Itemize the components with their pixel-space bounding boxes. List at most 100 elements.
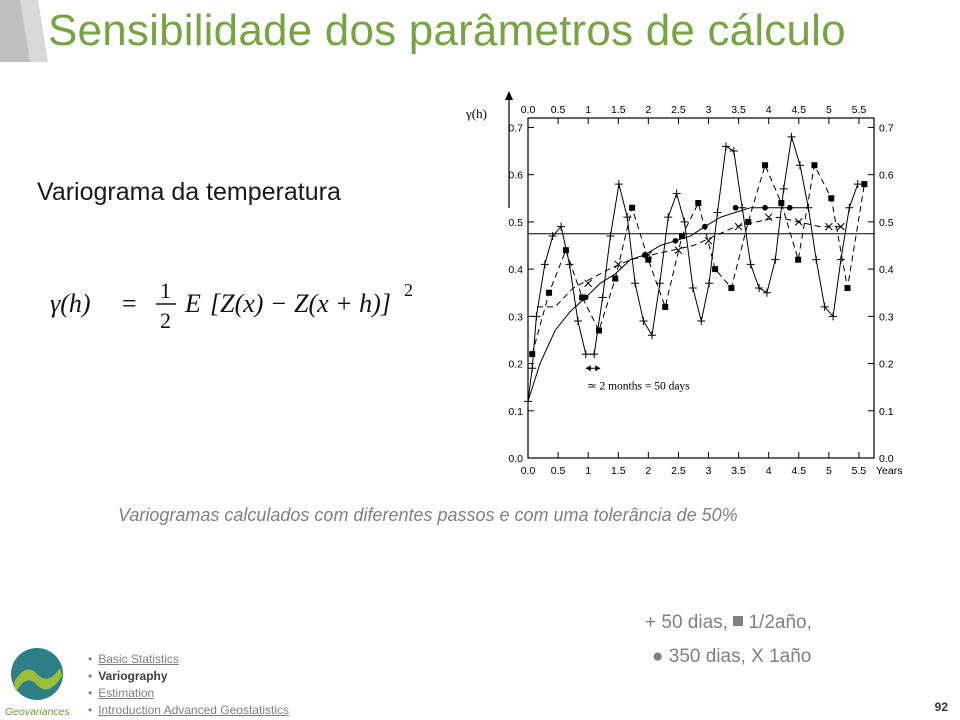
nav-link-advanced-geostatistics[interactable]: Introduction Advanced Geostatistics: [98, 703, 289, 717]
y-tick-label-right: 0.7: [879, 122, 894, 134]
plus-marker: [598, 293, 607, 302]
plus-marker: [721, 142, 730, 151]
plus-marker: [845, 203, 854, 212]
plus-marker: [528, 364, 537, 373]
y-tick-label-left: 0.3: [508, 311, 523, 323]
variogram-chart: γ(h)0.00.00.50.5111.51.5222.52.5333.53.5…: [465, 91, 902, 477]
formula-expectation: E: [184, 289, 201, 318]
square-marker: [596, 327, 603, 334]
x-tick-label-bottom: 3: [706, 465, 712, 477]
plus-marker: [779, 184, 788, 193]
plus-marker: [820, 302, 829, 311]
nav-item-advanced-geostatistics[interactable]: Introduction Advanced Geostatistics: [88, 702, 289, 719]
plus-marker: [524, 397, 532, 406]
x-tick-label-bottom: 5.5: [852, 465, 867, 477]
square-marker: [861, 181, 868, 188]
y-axis-label: γ(h): [465, 106, 487, 121]
y-tick-label-left: 0.2: [508, 359, 523, 371]
plus-marker: [581, 350, 590, 359]
nav-link-estimation[interactable]: Estimation: [98, 686, 155, 700]
plus-marker: [573, 317, 582, 326]
plus-marker: [631, 279, 640, 288]
legend-line-1: + 50 dias, 1/2año,: [645, 612, 812, 634]
x-tick-label-top: 3.5: [731, 104, 746, 116]
page-number: 92: [934, 700, 948, 714]
formula-bracket: [Z(x) − Z(x + h)]: [210, 289, 391, 318]
square-marker: [745, 218, 752, 225]
dot-marker: [612, 275, 619, 282]
nav-item-estimation[interactable]: Estimation: [88, 685, 289, 702]
nav-item-basic-statistics[interactable]: Basic Statistics: [88, 651, 289, 668]
annotation-arrowhead-right: [595, 365, 601, 372]
logo-text: Geovariances: [5, 706, 71, 718]
x-tick-label-bottom: 4: [766, 465, 772, 477]
y-tick-label-right: 0.6: [879, 170, 894, 182]
formula-numerator: 1: [160, 278, 171, 303]
plus-marker: [836, 255, 845, 264]
plus-marker: [614, 180, 623, 189]
x-tick-label-bottom: 3.5: [731, 465, 746, 477]
formula-equals: =: [122, 289, 137, 318]
x-tick-label-bottom: 2.5: [671, 465, 686, 477]
dot-marker: [702, 223, 708, 230]
plus-marker: [557, 222, 566, 231]
x-tick-label-bottom: 1.5: [611, 465, 626, 477]
plus-marker: [664, 213, 673, 222]
y-tick-label-left: 0.5: [508, 217, 523, 229]
series-line-1-2a-o: [531, 163, 865, 355]
x-tick-label-bottom: 0.5: [551, 465, 566, 477]
x-tick-label-bottom: 1: [585, 465, 591, 477]
plus-marker: [804, 203, 813, 212]
annotation-arrowhead-left: [585, 365, 591, 372]
section-nav: Basic Statistics Variography Estimation …: [88, 651, 289, 719]
x-tick-label-top: 1.5: [611, 104, 626, 116]
formula-denominator: 2: [160, 308, 171, 333]
x-tick-label-top: 5: [826, 104, 832, 116]
plus-marker: [688, 284, 697, 292]
cross-marker: [825, 222, 833, 231]
square-marker: [662, 303, 669, 310]
x-tick-label-top: 2: [645, 104, 651, 116]
square-marker: [679, 233, 686, 240]
cross-marker: [734, 222, 743, 231]
square-marker: [695, 200, 702, 206]
square-marker-icon: [733, 616, 744, 626]
y-tick-label-right: 0.2: [879, 359, 894, 371]
plus-marker: [755, 284, 764, 292]
plus-marker: [829, 312, 838, 321]
square-marker: [795, 256, 802, 263]
square-marker: [762, 162, 769, 169]
x-axis-label: Years: [876, 465, 902, 477]
plus-marker: [590, 350, 599, 359]
legend-half-year: 1/2año,: [743, 612, 812, 633]
nav-link-basic-statistics[interactable]: Basic Statistics: [98, 652, 179, 666]
x-tick-label-bottom: 4.5: [791, 465, 806, 477]
x-tick-label-top: 3: [706, 104, 712, 116]
cross-marker: [644, 251, 653, 259]
square-marker: [828, 195, 835, 202]
x-tick-label-top: 2.5: [671, 104, 686, 116]
square-marker: [778, 200, 785, 206]
square-marker: [579, 294, 586, 301]
y-axis-arrowhead: [505, 91, 513, 100]
x-tick-label-top: 0.5: [551, 104, 566, 116]
nav-item-variography[interactable]: Variography: [88, 668, 289, 685]
plus-marker: [705, 279, 714, 288]
y-tick-label-left: 0.6: [508, 170, 523, 182]
y-tick-label-left: 0.4: [508, 264, 523, 276]
y-tick-label-left: 0.0: [508, 453, 523, 465]
y-tick-label-right: 0.5: [879, 217, 894, 229]
nav-link-variography[interactable]: Variography: [98, 669, 168, 683]
cross-marker: [794, 218, 803, 226]
dot-marker: [732, 204, 739, 211]
variogram-formula: γ(h) = 1 2 E [Z(x) − Z(x + h)] 2: [50, 278, 413, 333]
square-marker: [844, 285, 851, 291]
dot-marker: [672, 237, 679, 244]
formula-lhs: γ(h): [50, 289, 91, 318]
series-line-50-dias: [527, 136, 859, 402]
plus-marker: [787, 132, 796, 141]
slide-title: Sensibilidade dos parâmetros de cálculo: [48, 6, 846, 55]
chart-annotation: ≃ 2 months = 50 days: [587, 381, 690, 393]
corner-decoration: [0, 0, 48, 62]
square-marker: [629, 204, 636, 211]
